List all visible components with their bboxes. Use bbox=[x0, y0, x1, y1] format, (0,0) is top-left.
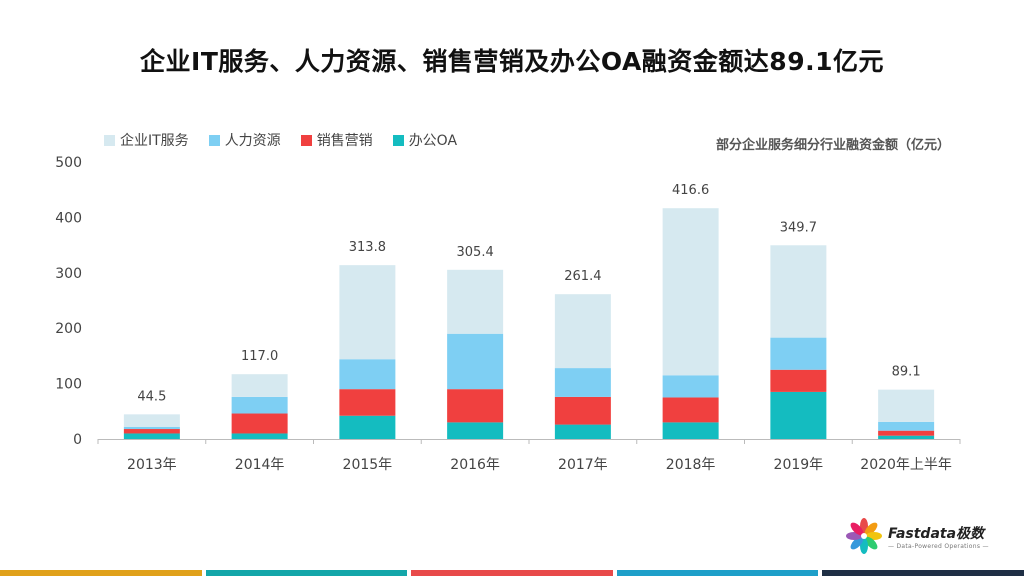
bar-segment bbox=[878, 430, 935, 436]
legend-swatch bbox=[104, 134, 115, 146]
bar-total-label: 261.4 bbox=[564, 269, 601, 284]
bar-segment bbox=[447, 389, 504, 423]
bar-segment bbox=[339, 359, 396, 390]
x-tick-label: 2019年 bbox=[774, 457, 824, 473]
x-tick-label: 2018年 bbox=[666, 457, 716, 473]
bar-segment bbox=[447, 269, 504, 334]
footer-color-segment bbox=[205, 570, 408, 576]
bar-segment bbox=[554, 294, 611, 369]
legend-label: 办公OA bbox=[408, 133, 458, 149]
bar-total-label: 89.1 bbox=[892, 365, 921, 380]
bar-segment bbox=[662, 208, 719, 376]
bar-total-label: 117.0 bbox=[241, 349, 278, 364]
legend-swatch bbox=[208, 134, 220, 146]
brand-logo: Fastdata极数 — Data-Powered Operations — bbox=[846, 518, 989, 554]
bar-segment bbox=[554, 396, 611, 425]
footer-color-segment bbox=[822, 570, 1024, 576]
x-tick-label: 2016年 bbox=[450, 457, 500, 473]
bar-segment bbox=[554, 424, 611, 439]
footer-color-segment bbox=[616, 570, 819, 576]
x-tick-label: 2017年 bbox=[558, 457, 608, 473]
bar-segment bbox=[878, 389, 935, 422]
y-tick-label: 400 bbox=[55, 210, 82, 226]
bar-total-label: 313.8 bbox=[349, 240, 386, 255]
footer-color-bar bbox=[0, 570, 1024, 576]
bar-segment bbox=[554, 368, 611, 397]
footer-color-segment bbox=[411, 570, 613, 576]
y-tick-label: 500 bbox=[55, 155, 82, 171]
bar-segment bbox=[447, 422, 504, 439]
bar-segment bbox=[231, 374, 288, 397]
bar-segment bbox=[878, 435, 935, 439]
x-tick-label: 2013年 bbox=[127, 457, 177, 473]
bar-segment bbox=[339, 389, 396, 416]
bar-segment bbox=[662, 375, 719, 398]
legend-swatch bbox=[300, 134, 312, 146]
bar-segment bbox=[231, 396, 288, 414]
page-title: 企业IT服务、人力资源、销售营销及办公OA融资金额达89.1亿元 bbox=[140, 47, 884, 76]
legend-label: 销售营销 bbox=[316, 133, 373, 149]
bar-segment bbox=[231, 413, 288, 434]
brand-name: Fastdata极数 bbox=[888, 525, 985, 542]
brand-tagline: — Data-Powered Operations — bbox=[888, 542, 989, 550]
x-tick-label: 2020年上半年 bbox=[860, 457, 952, 473]
footer-color-segment bbox=[0, 570, 202, 576]
y-tick-label: 0 bbox=[73, 432, 82, 448]
bar-segment bbox=[770, 337, 827, 370]
bar-segment bbox=[123, 426, 180, 430]
bar-segment bbox=[662, 397, 719, 423]
bar-segment bbox=[447, 333, 504, 390]
bar-segment bbox=[770, 391, 827, 439]
x-tick-label: 2015年 bbox=[343, 457, 393, 473]
bar-segment bbox=[123, 414, 180, 427]
legend-item: 企业IT服务 bbox=[104, 130, 189, 150]
y-tick-label: 300 bbox=[55, 266, 82, 282]
legend-item: 销售营销 bbox=[300, 130, 373, 150]
bar-segment bbox=[878, 421, 935, 431]
bar-total-label: 44.5 bbox=[137, 389, 166, 404]
legend-swatch bbox=[392, 134, 404, 146]
y-tick-label: 200 bbox=[55, 321, 82, 337]
bar-segment bbox=[123, 433, 180, 439]
bar-total-label: 349.7 bbox=[780, 220, 817, 235]
bar-total-label: 416.6 bbox=[672, 183, 709, 198]
bar-segment bbox=[662, 422, 719, 439]
legend-item: 人力资源 bbox=[208, 130, 281, 150]
bar-segment bbox=[339, 415, 396, 439]
bar-segment bbox=[123, 429, 180, 434]
flower-logo-icon bbox=[846, 518, 882, 554]
x-tick-label: 2014年 bbox=[235, 457, 285, 473]
bar-segment bbox=[339, 265, 396, 360]
chart-subtitle: 部分企业服务细分行业融资金额（亿元） bbox=[715, 138, 950, 153]
bar-segment bbox=[770, 245, 827, 338]
legend-label: 企业IT服务 bbox=[120, 133, 189, 149]
legend-item: 办公OA bbox=[392, 130, 458, 150]
legend-label: 人力资源 bbox=[224, 133, 281, 149]
bar-total-label: 305.4 bbox=[457, 245, 494, 260]
bar-segment bbox=[231, 433, 288, 439]
chart-legend: 企业IT服务 人力资源 销售营销 办公OA bbox=[104, 130, 457, 150]
bar-segment bbox=[770, 369, 827, 392]
y-tick-label: 100 bbox=[55, 377, 82, 393]
